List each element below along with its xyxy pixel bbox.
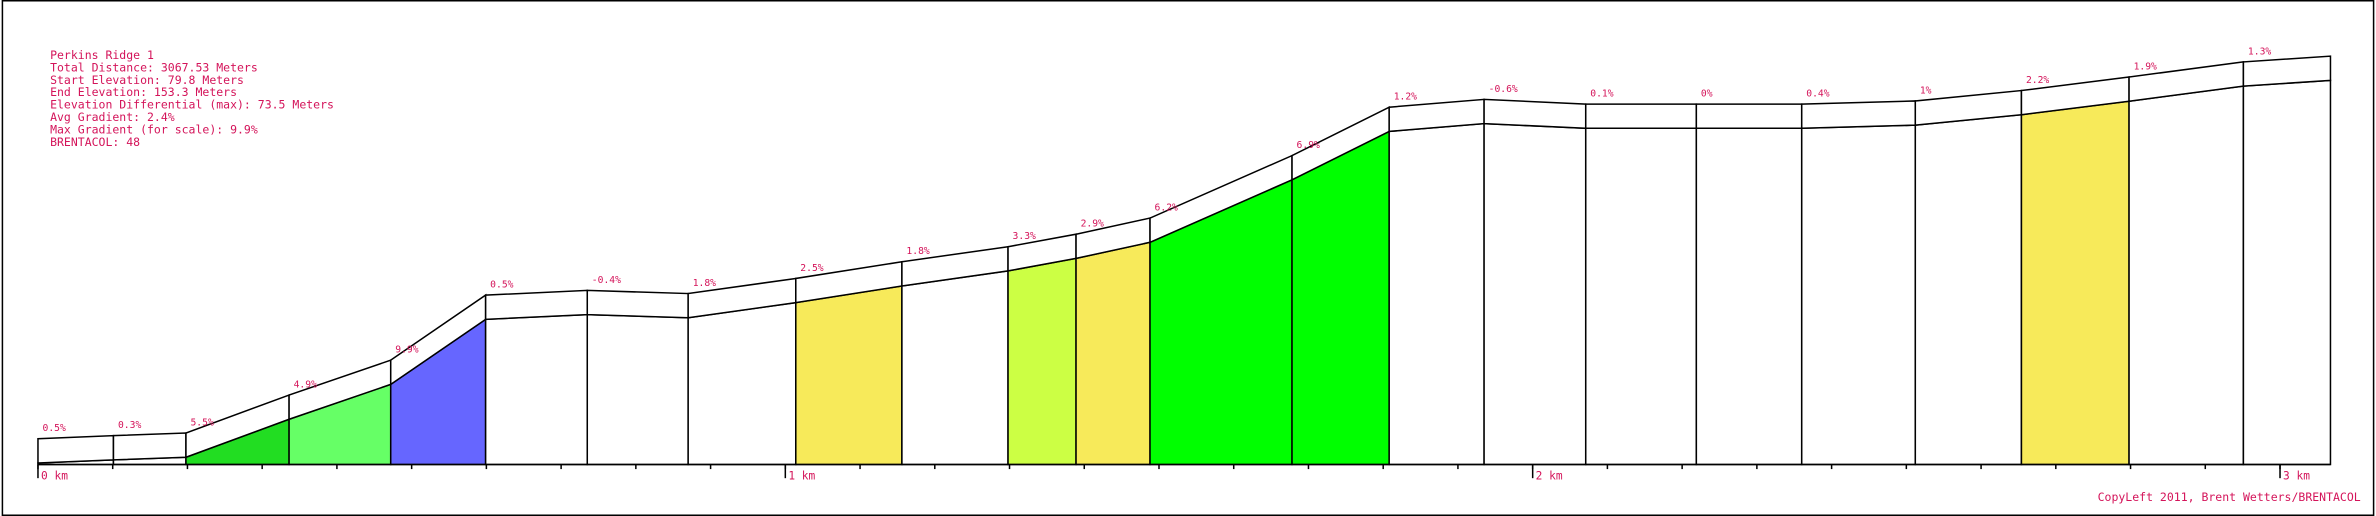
info-line: BRENTACOL: 48: [50, 135, 140, 149]
gradient-label: 1.8%: [906, 246, 929, 257]
gradient-label: 0.1%: [1590, 89, 1613, 100]
segment-fill: [1800, 124, 1917, 466]
segment-band: [1584, 103, 1698, 130]
gradient-label: 6.9%: [1297, 140, 1320, 151]
gradient-label: 3.3%: [1013, 231, 1036, 242]
segment-band: [1695, 103, 1803, 130]
gradient-label: 4.9%: [294, 379, 317, 390]
segment-fill: [1483, 122, 1587, 466]
segment-fill: [1914, 113, 2023, 466]
gradient-label: 5.5%: [190, 417, 213, 428]
segment-fill: [484, 313, 589, 466]
info-line: End Elevation: 153.3 Meters: [50, 85, 237, 99]
segment-fill: [1388, 122, 1485, 466]
segment-fill: [1291, 130, 1390, 466]
gradient-label: 2.5%: [800, 263, 823, 274]
gradient-label: 9.9%: [395, 345, 418, 356]
segment-fill: [1007, 257, 1077, 466]
segment-band: [112, 432, 187, 461]
segment-fill: [2128, 85, 2245, 466]
info-line: Start Elevation: 79.8 Meters: [50, 73, 244, 87]
gradient-label: 0.5%: [43, 423, 66, 434]
gradient-label: 2.2%: [2026, 75, 2049, 86]
gradient-label: 6.2%: [1155, 203, 1178, 214]
segment-band: [2242, 55, 2332, 87]
info-line: Max Gradient (for scale): 9.9%: [50, 122, 258, 136]
gradient-label: 1.3%: [2248, 46, 2271, 57]
segment-fill: [687, 301, 797, 466]
segment-band: [586, 289, 689, 319]
segment-fill: [2020, 100, 2130, 466]
gradient-label: 2.9%: [1081, 219, 1104, 230]
gradient-label: 0.3%: [118, 420, 141, 431]
copyright: CopyLeft 2011, Brent Wetters/BRENTACOL: [2098, 490, 2361, 504]
gradient-label: 0.5%: [490, 280, 513, 291]
segment-band: [1800, 100, 1917, 130]
x-tick-label: 1 km: [788, 470, 815, 483]
gradient-label: -0.6%: [1489, 84, 1518, 95]
info-line: Perkins Ridge 1: [50, 48, 154, 62]
segment-band: [1483, 98, 1587, 130]
gradient-label: 1.9%: [2134, 61, 2157, 72]
segment-fill: [795, 285, 903, 466]
x-tick-label: 2 km: [1536, 470, 1563, 483]
segment-fill: [1075, 241, 1151, 466]
segment-fill: [1695, 127, 1803, 466]
info-line: Elevation Differential (max): 73.5 Meter…: [50, 98, 334, 112]
info-line: Total Distance: 3067.53 Meters: [50, 60, 258, 74]
segment-fill: [2242, 79, 2332, 466]
segment-band: [37, 434, 115, 464]
segment-fill: [586, 313, 689, 466]
gradient-label: 1.8%: [693, 278, 716, 289]
segment-fill: [901, 270, 1009, 466]
gradient-label: 0.4%: [1806, 89, 1829, 100]
info-line: Avg Gradient: 2.4%: [50, 110, 175, 124]
x-tick-label: 0 km: [41, 470, 68, 483]
gradient-label: 1%: [1920, 85, 1932, 96]
gradient-label: 1.2%: [1394, 92, 1417, 103]
segment-fill: [1584, 127, 1698, 466]
segment-band: [484, 289, 589, 321]
gradient-label: -0.4%: [592, 275, 621, 286]
x-tick-label: 3 km: [2283, 470, 2310, 483]
gradient-label: 0%: [1701, 89, 1713, 100]
